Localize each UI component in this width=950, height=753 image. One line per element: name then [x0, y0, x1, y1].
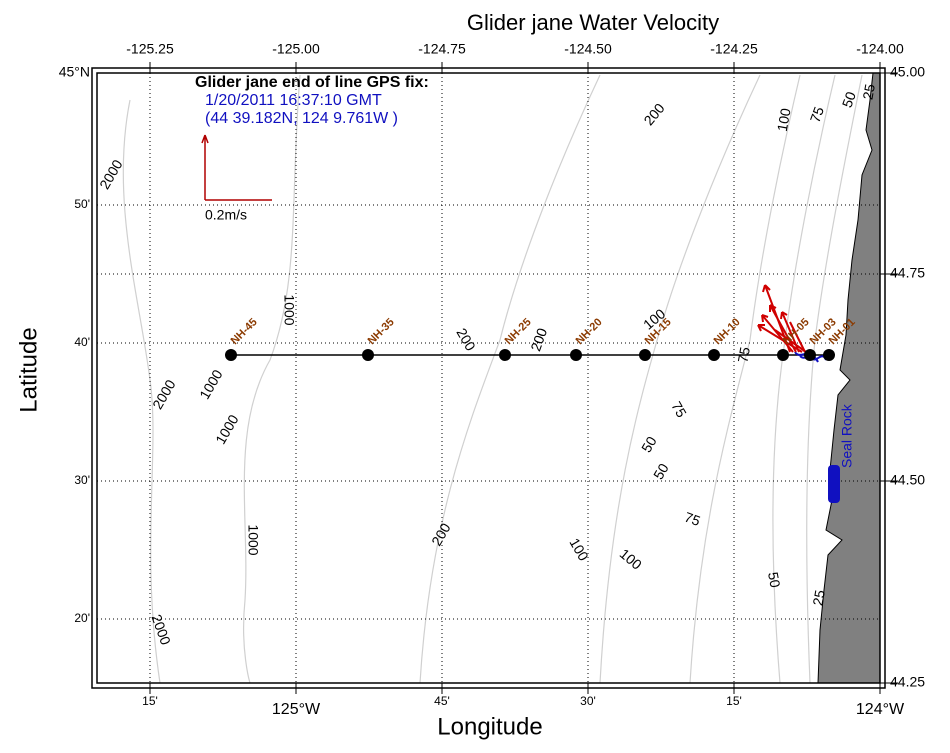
velocity-arrows: [757, 284, 807, 353]
left-tick-label: 40': [74, 335, 90, 349]
scale-arrows: [201, 134, 272, 201]
grid: [97, 73, 880, 683]
bottom-tick-label: 124°W: [856, 701, 905, 718]
velocity-arrow: [761, 314, 794, 353]
top-tick-label: -125.00: [272, 41, 320, 57]
scale-label: 0.2m/s: [205, 207, 247, 223]
contour-label: 25: [809, 589, 827, 607]
contour-line: [243, 74, 301, 684]
right-tick-label: 44.75: [890, 265, 925, 281]
bottom-tick-label: 30': [580, 694, 596, 708]
top-tick-label: -124.50: [564, 41, 612, 57]
place-label: Seal Rock: [839, 403, 855, 468]
contour-label: 25: [859, 83, 877, 101]
station: [362, 349, 374, 361]
station: [708, 349, 720, 361]
contour-label: 1000: [281, 294, 297, 325]
bottom-tick-label: 15': [726, 694, 742, 708]
contour-label: 50: [839, 89, 859, 109]
contour-line: [122, 99, 161, 684]
gps-time: 1/20/2011 16:37:10 GMT: [205, 92, 382, 109]
x-axis-label: Longitude: [437, 713, 542, 740]
land: [817, 72, 881, 684]
contour-line: [419, 74, 601, 684]
station: [225, 349, 237, 361]
bottom-tick-label: 45': [434, 694, 450, 708]
velocity-arrow: [757, 324, 803, 353]
left-tick-label: 50': [74, 197, 90, 211]
station: [804, 349, 816, 361]
gps-position: (44 39.182N, 124 9.761W ): [205, 110, 398, 127]
contour-label: 50: [638, 433, 660, 455]
velocity-arrow: [769, 304, 797, 353]
right-tick-label: 44.50: [890, 472, 925, 488]
bottom-tick-label: 15': [142, 694, 158, 708]
station: [499, 349, 511, 361]
station: [570, 349, 582, 361]
bottom-tick-label: 125°W: [272, 701, 321, 718]
contours: [122, 74, 863, 684]
top-tick-label: -124.00: [856, 41, 904, 57]
left-tick-label: 45°N: [59, 64, 90, 80]
glider-track-blob: [828, 465, 840, 503]
contour-label: 200: [527, 326, 550, 354]
contour-label: 1000: [245, 524, 261, 555]
station: [777, 349, 789, 361]
contour-label: 75: [668, 399, 690, 421]
velocity-arrow: [774, 329, 807, 353]
gps-heading: Glider jane end of line GPS fix:: [195, 74, 429, 91]
top-tick-label: -125.25: [126, 41, 174, 57]
map-title: Glider jane Water Velocity: [467, 10, 719, 35]
right-tick-label: 44.25: [890, 674, 925, 690]
top-tick-label: -124.25: [710, 41, 758, 57]
station: [823, 349, 835, 361]
y-axis-label: Latitude: [15, 327, 42, 412]
left-tick-label: 30': [74, 473, 90, 487]
left-tick-label: 20': [74, 611, 90, 625]
velocity-arrow: [789, 321, 806, 353]
contour-label: 75: [807, 104, 827, 124]
contour-label: 75: [682, 509, 702, 529]
contour-label: 50: [650, 460, 672, 482]
contour-label: 75: [734, 346, 752, 364]
contour-line: [599, 74, 761, 684]
station: [639, 349, 651, 361]
contour-line: [689, 74, 801, 684]
contour-line: [806, 74, 863, 684]
top-tick-label: -124.75: [418, 41, 466, 57]
right-tick-label: 45.00: [890, 64, 925, 80]
contour-label: 50: [765, 571, 783, 589]
frame-inner: [96, 72, 881, 684]
frame-outer: [91, 67, 886, 689]
contour-label: 100: [774, 107, 794, 133]
